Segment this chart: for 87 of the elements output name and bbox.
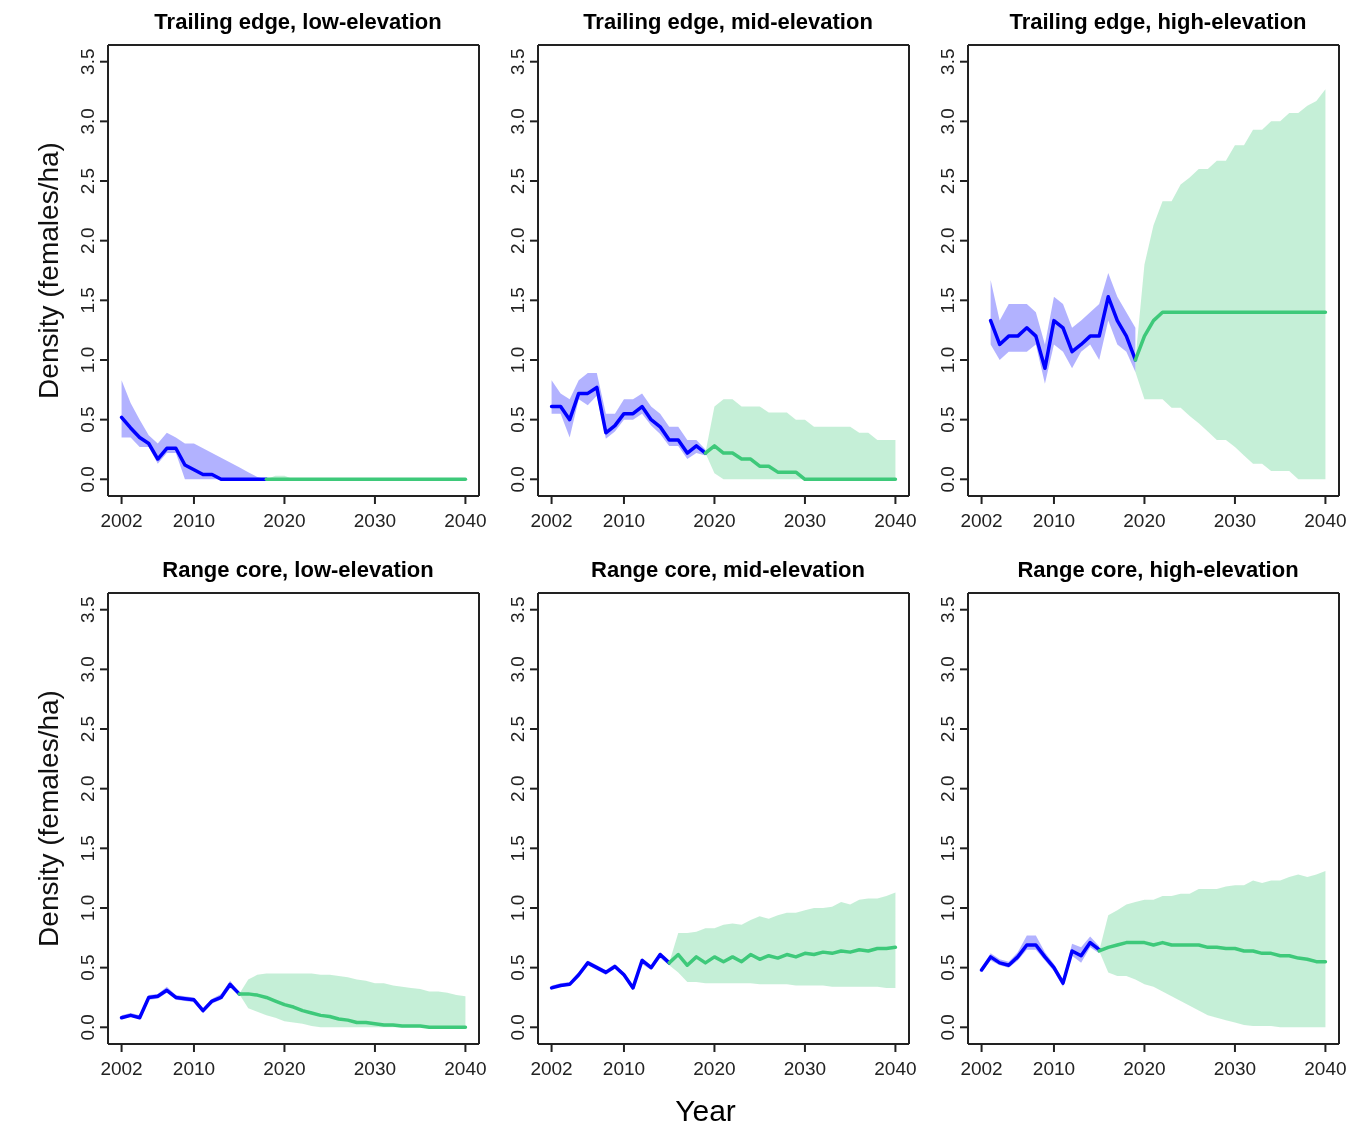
y-tick-label: 3.5 <box>937 596 958 623</box>
x-tick-label: 2020 <box>263 1058 306 1080</box>
y-tick-label: 0.0 <box>507 466 528 493</box>
y-tick-label: 1.0 <box>937 894 958 922</box>
y-tick-label: 2.5 <box>77 167 98 195</box>
x-tick-label: 2010 <box>1032 1058 1076 1080</box>
y-tick-label: 2.5 <box>937 167 958 195</box>
y-tick-label: 0.0 <box>77 466 98 493</box>
y-tick-label: 0.5 <box>507 954 528 981</box>
x-tick-label: 2040 <box>444 1058 487 1080</box>
y-tick-label: 0.0 <box>937 466 958 493</box>
y-tick-label: 0.0 <box>937 1014 958 1041</box>
y-tick-label: 0.0 <box>507 1014 528 1041</box>
y-tick-label: 1.5 <box>507 835 528 862</box>
y-tick-label: 2.0 <box>77 227 98 254</box>
x-tick-label: 2002 <box>100 1058 143 1080</box>
y-tick-label: 3.0 <box>937 108 958 135</box>
x-tick-label: 2002 <box>960 1058 1003 1080</box>
y-tick-label: 3.0 <box>507 108 528 135</box>
y-tick-label: 1.0 <box>507 894 528 922</box>
y-tick-label: 3.5 <box>507 596 528 623</box>
y-tick-label: 0.5 <box>507 406 528 433</box>
x-tick-label: 2040 <box>1304 1058 1347 1080</box>
y-tick-label: 2.5 <box>507 167 528 195</box>
x-axis-title: Year <box>674 1094 737 1128</box>
x-tick-label: 2002 <box>530 1058 573 1080</box>
y-tick-label: 1.0 <box>77 894 98 922</box>
y-tick-label: 3.5 <box>937 48 958 75</box>
y-axis-title: Density (females/ha) <box>32 142 64 399</box>
y-tick-label: 0.5 <box>937 954 958 981</box>
x-tick-label: 2010 <box>1032 510 1076 532</box>
x-tick-label: 2040 <box>444 510 487 532</box>
x-tick-label: 2020 <box>263 510 306 532</box>
y-axis-title: Density (females/ha) <box>32 690 64 947</box>
chart-title: Range core, high-elevation <box>1016 556 1300 584</box>
chart-title: Trailing edge, high-elevation <box>1008 8 1308 36</box>
x-tick-label: 2040 <box>874 510 917 532</box>
y-tick-label: 3.5 <box>507 48 528 75</box>
y-tick-label: 1.5 <box>937 835 958 862</box>
x-tick-label: 2040 <box>874 1058 917 1080</box>
y-tick-label: 3.0 <box>77 656 98 683</box>
x-tick-label: 2030 <box>783 510 827 532</box>
x-tick-label: 2030 <box>1213 1058 1257 1080</box>
x-tick-label: 2020 <box>1123 1058 1166 1080</box>
x-tick-label: 2010 <box>172 1058 216 1080</box>
y-tick-label: 0.5 <box>937 406 958 433</box>
x-tick-label: 2020 <box>693 510 736 532</box>
y-tick-label: 1.5 <box>77 287 98 314</box>
y-tick-label: 2.5 <box>507 715 528 743</box>
y-tick-label: 3.5 <box>77 596 98 623</box>
chart-title: Range core, mid-elevation <box>590 556 866 584</box>
y-tick-label: 0.5 <box>77 406 98 433</box>
y-tick-label: 3.0 <box>937 656 958 683</box>
chart-title: Trailing edge, low-elevation <box>153 8 443 36</box>
y-tick-label: 2.0 <box>937 227 958 254</box>
x-tick-label: 2002 <box>100 510 143 532</box>
x-tick-label: 2030 <box>783 1058 827 1080</box>
y-tick-label: 1.0 <box>937 346 958 374</box>
y-tick-label: 2.0 <box>937 775 958 802</box>
x-tick-label: 2002 <box>960 510 1003 532</box>
y-tick-label: 2.0 <box>507 227 528 254</box>
x-tick-label: 2040 <box>1304 510 1347 532</box>
x-tick-label: 2002 <box>530 510 573 532</box>
y-tick-label: 1.5 <box>507 287 528 314</box>
y-tick-label: 1.0 <box>77 346 98 374</box>
y-tick-label: 1.5 <box>77 835 98 862</box>
y-tick-label: 0.0 <box>77 1014 98 1041</box>
y-tick-label: 2.0 <box>77 775 98 802</box>
x-tick-label: 2010 <box>602 510 646 532</box>
x-tick-label: 2030 <box>353 1058 397 1080</box>
y-tick-label: 3.5 <box>77 48 98 75</box>
y-tick-label: 2.5 <box>77 715 98 743</box>
chart-title: Range core, low-elevation <box>161 556 435 584</box>
y-tick-label: 2.5 <box>937 715 958 743</box>
y-tick-label: 3.0 <box>77 108 98 135</box>
x-tick-label: 2020 <box>693 1058 736 1080</box>
x-tick-label: 2030 <box>353 510 397 532</box>
x-tick-label: 2010 <box>602 1058 646 1080</box>
chart-title: Trailing edge, mid-elevation <box>582 8 874 36</box>
x-tick-label: 2010 <box>172 510 216 532</box>
y-tick-label: 1.0 <box>507 346 528 374</box>
y-tick-label: 2.0 <box>507 775 528 802</box>
x-tick-label: 2020 <box>1123 510 1166 532</box>
y-tick-label: 3.0 <box>507 656 528 683</box>
x-tick-label: 2030 <box>1213 510 1257 532</box>
y-tick-label: 0.5 <box>77 954 98 981</box>
y-tick-label: 1.5 <box>937 287 958 314</box>
